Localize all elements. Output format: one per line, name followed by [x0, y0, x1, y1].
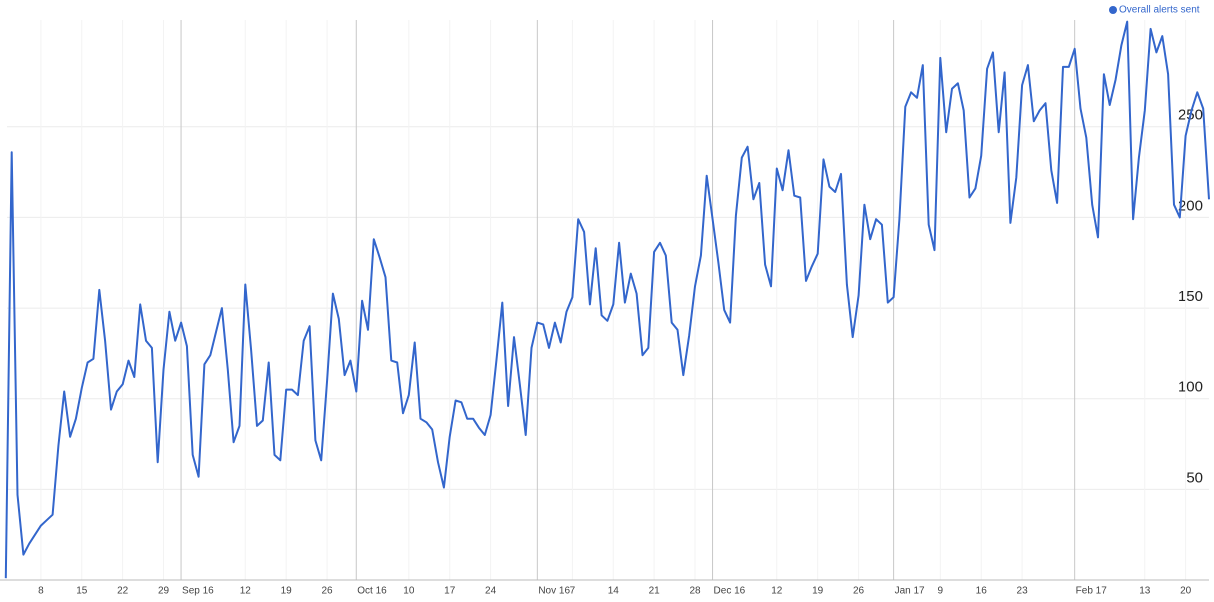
x-tick-label: Nov 16	[538, 586, 570, 597]
x-tick-label: Dec 16	[714, 586, 746, 597]
x-tick-label: 23	[1017, 586, 1029, 597]
x-tick-label: 14	[608, 586, 620, 597]
x-tick-label: 10	[403, 586, 415, 597]
x-tick-label: 8	[38, 586, 44, 597]
x-tick-label: 20	[1180, 586, 1192, 597]
x-tick-label: 26	[322, 586, 334, 597]
x-tick-label: 29	[158, 586, 170, 597]
y-tick-label: 50	[1186, 469, 1203, 486]
x-tick-label: Jan 17	[895, 586, 925, 597]
x-tick-label: 13	[1139, 586, 1151, 597]
y-tick-label: 200	[1178, 197, 1203, 214]
x-tick-label: 26	[853, 586, 865, 597]
line	[4, 20, 1210, 579]
x-tick-label: 16	[976, 586, 988, 597]
x-tick-label: Feb 17	[1076, 586, 1108, 597]
x-tick-label: 24	[485, 586, 497, 597]
legend-swatch	[1109, 6, 1117, 14]
legend-label: Overall alerts sent	[1119, 5, 1200, 16]
x-tick-label: 17	[444, 586, 456, 597]
y-tick-label: 150	[1178, 288, 1203, 305]
x-tick-label: 28	[689, 586, 701, 597]
x-tick-label: Sep 16	[182, 586, 214, 597]
x-tick-label: 19	[812, 586, 824, 597]
x-tick-label: 21	[649, 586, 661, 597]
x-tick-label: Oct 16	[357, 586, 387, 597]
x-tick-label: 9	[938, 586, 944, 597]
x-tick-label: 7	[570, 586, 576, 597]
x-tick-label: 15	[76, 586, 88, 597]
x-tick-label: 12	[240, 586, 252, 597]
x-tick-label: 12	[771, 586, 783, 597]
y-tick-label: 100	[1178, 379, 1203, 396]
x-tick-label: 19	[281, 586, 293, 597]
x-tick-label: 22	[117, 586, 129, 597]
